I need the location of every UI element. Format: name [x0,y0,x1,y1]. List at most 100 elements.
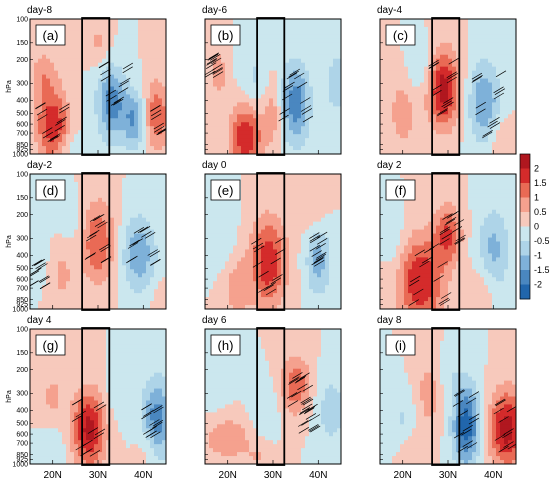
hatch-mark [55,119,66,126]
hatch-mark [303,407,315,415]
significance-hatching [428,57,507,139]
panel-2: day-6 (b) [202,5,342,156]
hatch-mark [301,419,312,426]
hatch-mark [211,57,222,65]
colorbar: 2 1.5 1 0.5 0 -0.5 -1 -1.5 -2 [519,153,550,300]
colorbar-frame [519,153,531,300]
hatch-mark [122,66,133,74]
hatch-mark [315,253,326,261]
y-tick-label: 850 [16,452,28,459]
hatch-mark [93,401,105,409]
hatch-mark [59,106,70,114]
hatch-mark [439,238,450,245]
hatch-mark [49,135,60,142]
hatch-mark [408,299,419,306]
region-box [256,172,286,311]
hatch-mark [54,124,65,132]
hatch-mark [302,403,313,411]
hatch-mark [472,74,483,82]
hatch-mark [443,97,454,104]
y-axis-label: hPa [6,80,13,93]
contour-field [380,19,516,154]
colorbar-segment [520,197,530,213]
hatch-mark [30,270,40,277]
y-tick-label: 300 [16,81,28,88]
hatch-mark [409,279,420,287]
hatch-mark [506,406,516,413]
colorbar-tick-label: 0.5 [534,207,547,217]
panel-8: day 6 (h) 20N 30N 40N [202,315,342,481]
hatch-mark [35,262,46,270]
panel-4: day-2 (d) 100 150 200 300 400 500 600 700 85092510… [6,160,167,313]
contour-field [30,174,166,309]
hatch-mark [206,62,217,70]
hatch-mark [89,449,101,457]
hatch-mark [300,97,311,104]
panel-title: day 0 [202,160,227,171]
hatch-mark [439,299,451,306]
panel-label-box [35,179,66,201]
hatch-mark [205,70,216,78]
hatch-mark [469,413,480,421]
colorbar-tick-label: 2 [534,164,539,174]
hatch-mark [37,114,48,121]
hatch-mark [153,406,164,414]
region-box [81,17,111,156]
panel-label-box [385,179,416,201]
y-tick-label: 700 [16,285,28,292]
hatch-mark [468,417,480,425]
region-box [81,327,111,466]
hatch-mark [153,122,164,130]
hatch-mark [429,243,440,250]
hatch-mark [86,231,98,239]
region-box [431,172,461,311]
x-tick-label: 30N [439,470,457,481]
hatch-mark [475,101,486,109]
x-tick-label: 40N [484,470,502,481]
panel-title: day 4 [27,315,52,326]
hatch-mark [129,239,140,247]
hatch-mark [30,280,39,287]
hatch-mark [105,89,116,97]
y-tick-label: 100 [16,326,28,333]
hatch-mark [153,125,165,133]
colorbar-segment [520,154,530,169]
x-tick-label: 20N [44,470,62,481]
hatch-mark [431,84,442,92]
hatch-mark [210,53,221,61]
significance-hatching [71,398,164,457]
hatch-mark [299,372,310,380]
hatch-mark [296,81,308,89]
significance-hatching [251,231,328,296]
hatch-mark [294,72,305,80]
y-tick-label: 925 [16,147,28,154]
hatch-mark [299,408,310,416]
y-tick-label: 300 [16,236,28,243]
panel-label-box [35,334,66,356]
hatch-mark [37,263,48,270]
hatch-mark [212,71,224,78]
y-tick-label: 600 [16,121,28,128]
hatch-mark [498,416,509,423]
hatch-mark [475,108,486,116]
hatch-mark [300,396,311,404]
y-tick-label: 400 [16,408,28,415]
hatch-mark [118,80,129,88]
hatch-mark [413,288,424,296]
hatch-mark [141,403,152,411]
colorbar-segment [520,270,530,285]
region-box [431,17,461,156]
hatch-mark [89,215,101,222]
y-tick-label: 700 [16,130,28,137]
hatch-mark [31,259,43,267]
colorbar-tick-label: -0.5 [534,236,550,246]
hatch-mark [428,61,440,69]
significance-hatching [286,372,321,434]
colorbar-tick-label: -1.5 [534,265,550,275]
hatch-mark [39,276,50,284]
hatch-mark [309,414,321,421]
y-tick-label: 1000 [12,461,28,468]
hatch-mark [489,116,500,124]
colorbar-segment [520,212,530,227]
colorbar-tick-label: -1 [534,251,542,261]
